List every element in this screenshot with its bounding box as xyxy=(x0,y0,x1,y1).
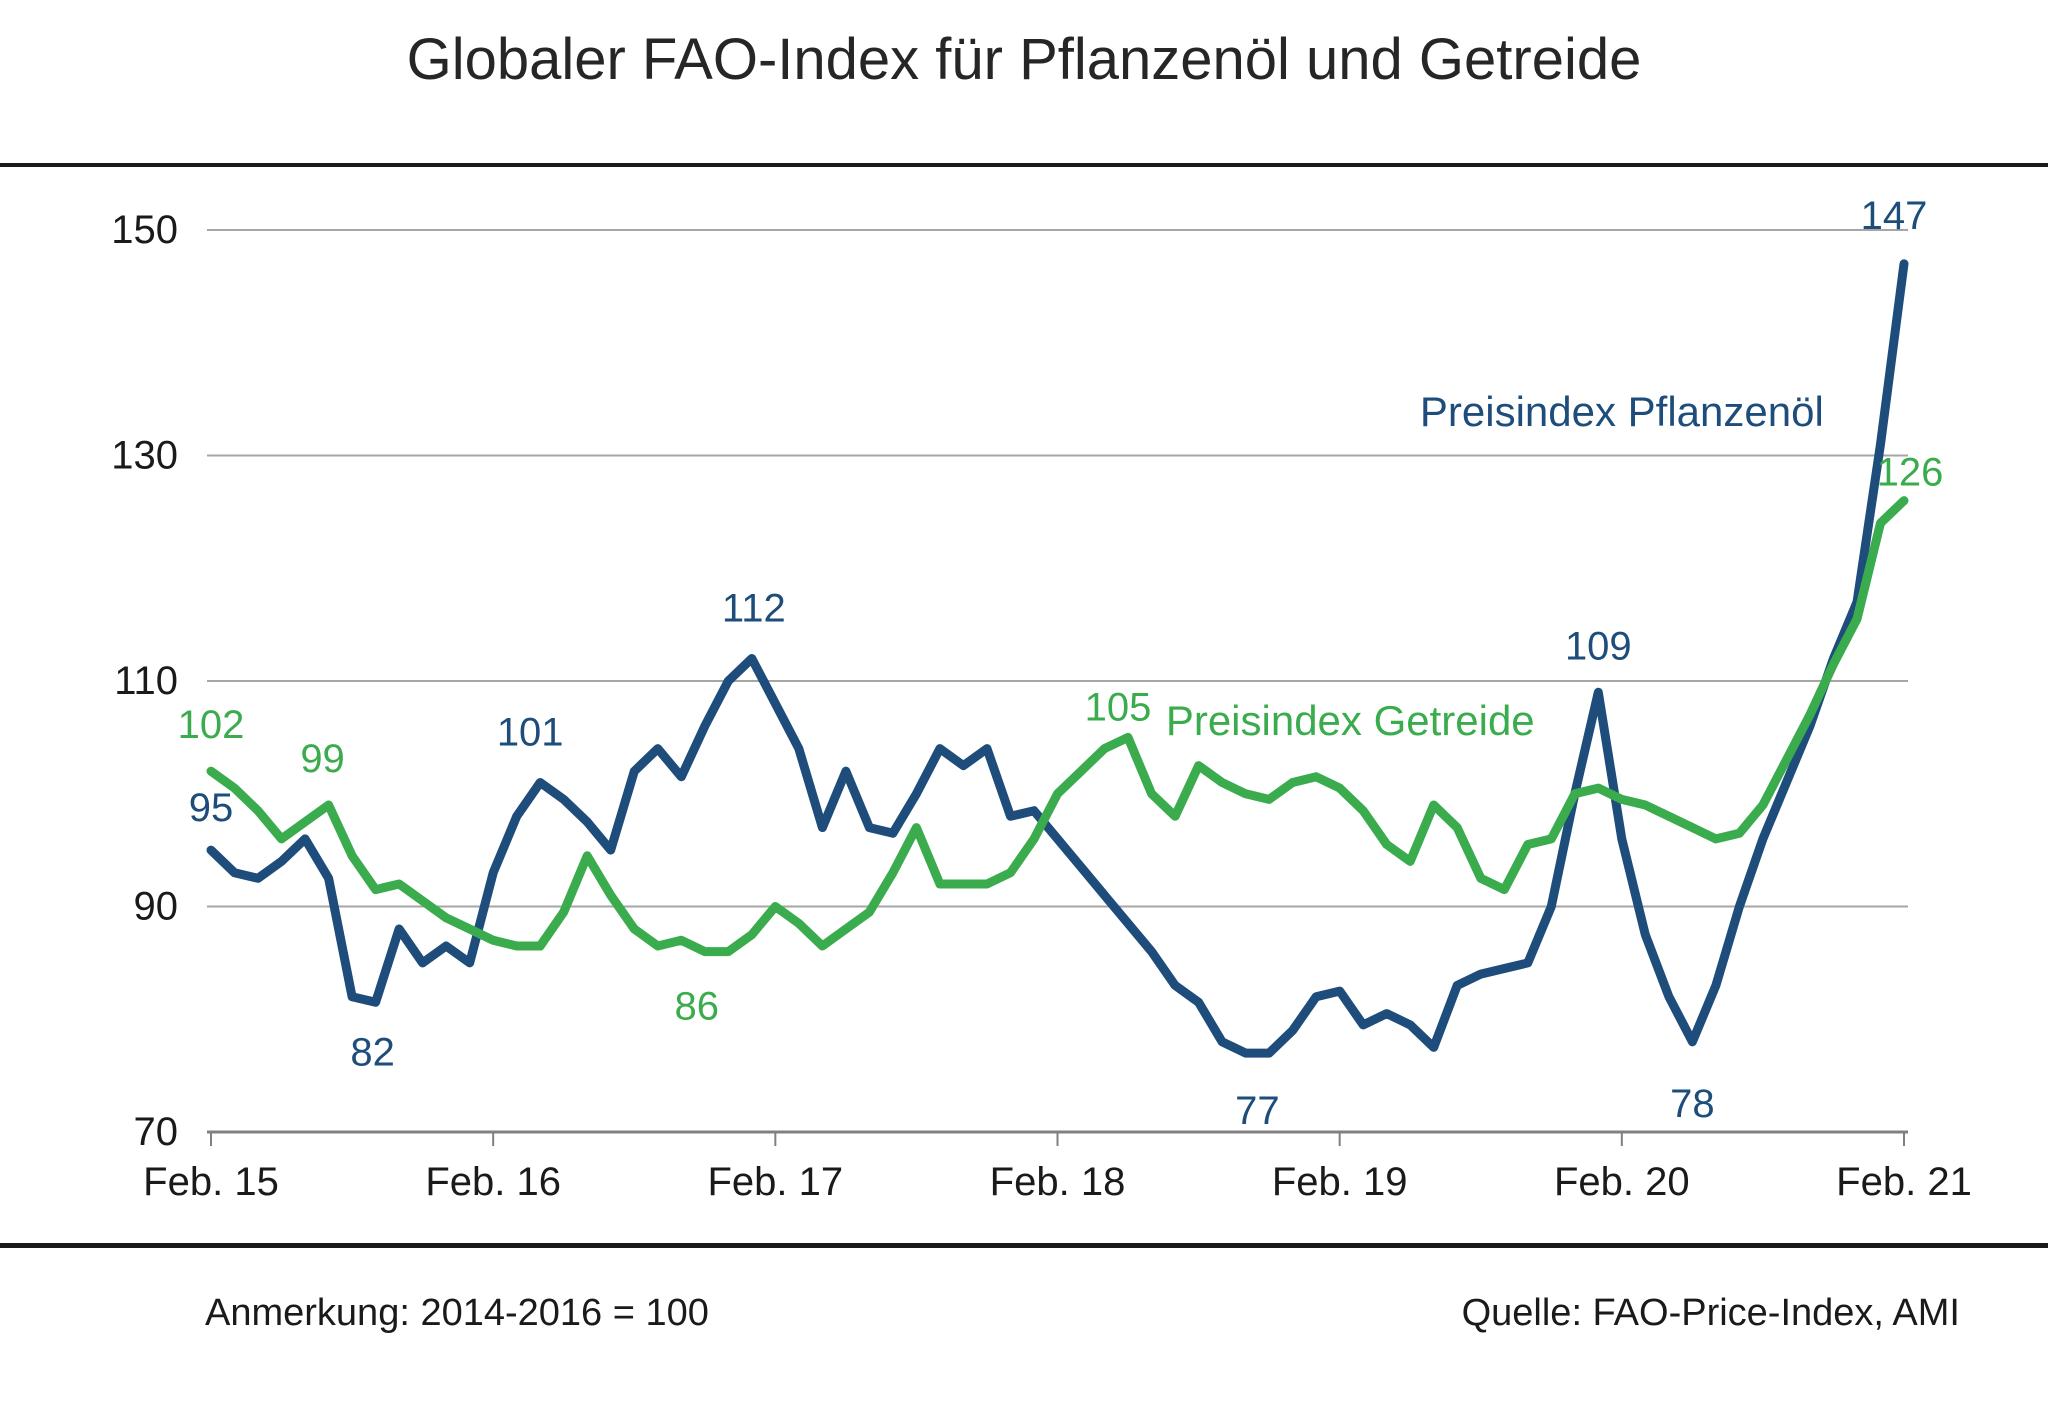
x-axis-label-3: Feb. 18 xyxy=(990,1160,1126,1204)
data-label-95: 95 xyxy=(189,786,234,830)
series-label-pflanzenoel: Preisindex Pflanzenöl xyxy=(1420,388,1824,435)
series-line-pflanzenoel xyxy=(206,259,1909,1058)
bottom-divider xyxy=(0,1243,2048,1248)
data-label-99: 99 xyxy=(300,737,345,781)
y-axis-label-110: 110 xyxy=(114,659,178,703)
y-axis-label-90: 90 xyxy=(134,885,179,929)
series-line-getreide xyxy=(206,496,1909,957)
y-axis-label-130: 130 xyxy=(111,434,178,478)
data-label-109: 109 xyxy=(1565,624,1632,668)
x-axis-label-6: Feb. 21 xyxy=(1836,1160,1972,1204)
data-label-82: 82 xyxy=(350,1030,395,1074)
chart-title: Globaler FAO-Index für Pflanzenöl und Ge… xyxy=(406,27,1642,92)
x-axis-label-2: Feb. 17 xyxy=(708,1160,844,1204)
series-label-getreide: Preisindex Getreide xyxy=(1166,697,1535,744)
data-label-112: 112 xyxy=(722,586,786,630)
data-label-126: 126 xyxy=(1877,451,1944,495)
note-annotation: Anmerkung: 2014-2016 = 100 xyxy=(205,1292,709,1334)
data-label-102: 102 xyxy=(178,703,245,747)
x-axis-label-1: Feb. 16 xyxy=(425,1160,561,1204)
x-axis-label-0: Feb. 15 xyxy=(143,1160,279,1204)
data-label-147: 147 xyxy=(1861,194,1928,238)
data-label-86: 86 xyxy=(675,985,720,1029)
data-label-101: 101 xyxy=(497,710,564,754)
data-label-77: 77 xyxy=(1235,1089,1280,1133)
x-axis-label-5: Feb. 20 xyxy=(1554,1160,1690,1204)
data-label-78: 78 xyxy=(1670,1082,1715,1126)
y-axis-label-150: 150 xyxy=(111,208,178,252)
data-label-105: 105 xyxy=(1085,685,1152,729)
y-axis-label-70: 70 xyxy=(134,1110,179,1154)
top-divider xyxy=(0,163,2048,167)
note-source: Quelle: FAO-Price-Index, AMI xyxy=(1461,1292,1960,1334)
x-axis-label-4: Feb. 19 xyxy=(1272,1160,1408,1204)
